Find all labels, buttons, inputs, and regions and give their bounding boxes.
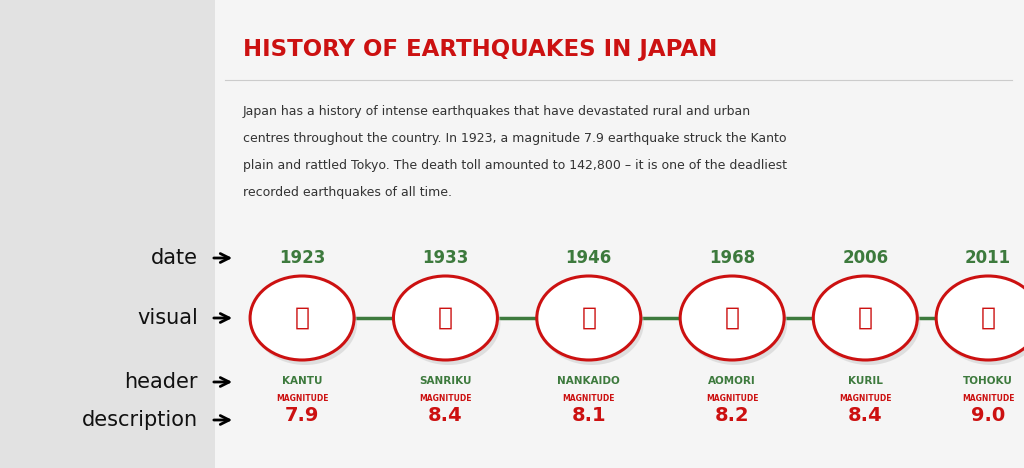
Text: 1933: 1933 [422, 249, 469, 267]
Text: ⛩: ⛩ [725, 306, 739, 330]
Ellipse shape [540, 281, 644, 365]
Text: 9.0: 9.0 [971, 406, 1006, 425]
Text: 2006: 2006 [842, 249, 889, 267]
Text: 8.4: 8.4 [428, 406, 463, 425]
Text: TOHOKU: TOHOKU [964, 376, 1013, 386]
Text: 8.4: 8.4 [848, 406, 883, 425]
Text: ⛩: ⛩ [295, 306, 309, 330]
Text: KANTU: KANTU [282, 376, 323, 386]
Text: ⛩: ⛩ [438, 306, 453, 330]
Ellipse shape [396, 281, 501, 365]
Text: 1968: 1968 [709, 249, 756, 267]
Text: MAGNITUDE: MAGNITUDE [706, 394, 759, 403]
Text: ⛩: ⛩ [858, 306, 872, 330]
Ellipse shape [393, 276, 498, 360]
Text: SANRIKU: SANRIKU [419, 376, 472, 386]
Text: 8.2: 8.2 [715, 406, 750, 425]
Text: 7.9: 7.9 [285, 406, 319, 425]
Text: recorded earthquakes of all time.: recorded earthquakes of all time. [243, 186, 452, 199]
Text: MAGNITUDE: MAGNITUDE [275, 394, 329, 403]
Bar [0, 0, 215, 468]
Ellipse shape [253, 281, 357, 365]
Ellipse shape [816, 281, 921, 365]
Text: ⛩: ⛩ [582, 306, 596, 330]
Text: ⛩: ⛩ [981, 306, 995, 330]
Text: Japan has a history of intense earthquakes that have devastated rural and urban: Japan has a history of intense earthquak… [243, 105, 752, 118]
Text: plain and rattled Tokyo. The death toll amounted to 142,800 – it is one of the d: plain and rattled Tokyo. The death toll … [243, 159, 787, 172]
Ellipse shape [537, 276, 641, 360]
Text: MAGNITUDE: MAGNITUDE [562, 394, 615, 403]
Text: MAGNITUDE: MAGNITUDE [419, 394, 472, 403]
Ellipse shape [813, 276, 918, 360]
Text: header: header [125, 372, 198, 392]
Text: HISTORY OF EARTHQUAKES IN JAPAN: HISTORY OF EARTHQUAKES IN JAPAN [243, 38, 718, 61]
Text: 2011: 2011 [965, 249, 1012, 267]
Text: visual: visual [137, 308, 198, 328]
Text: MAGNITUDE: MAGNITUDE [839, 394, 892, 403]
Text: AOMORI: AOMORI [709, 376, 756, 386]
Text: 8.1: 8.1 [571, 406, 606, 425]
Text: date: date [152, 248, 198, 268]
Ellipse shape [939, 281, 1024, 365]
Text: 1946: 1946 [565, 249, 612, 267]
Ellipse shape [936, 276, 1024, 360]
Text: description: description [82, 410, 198, 430]
Text: 1923: 1923 [279, 249, 326, 267]
Text: centres throughout the country. In 1923, a magnitude 7.9 earthquake struck the K: centres throughout the country. In 1923,… [243, 132, 786, 145]
Bar [215, 0, 1024, 468]
Ellipse shape [250, 276, 354, 360]
Ellipse shape [683, 281, 787, 365]
Ellipse shape [680, 276, 784, 360]
Text: NANKAIDO: NANKAIDO [557, 376, 621, 386]
Text: KURIL: KURIL [848, 376, 883, 386]
Text: MAGNITUDE: MAGNITUDE [962, 394, 1015, 403]
